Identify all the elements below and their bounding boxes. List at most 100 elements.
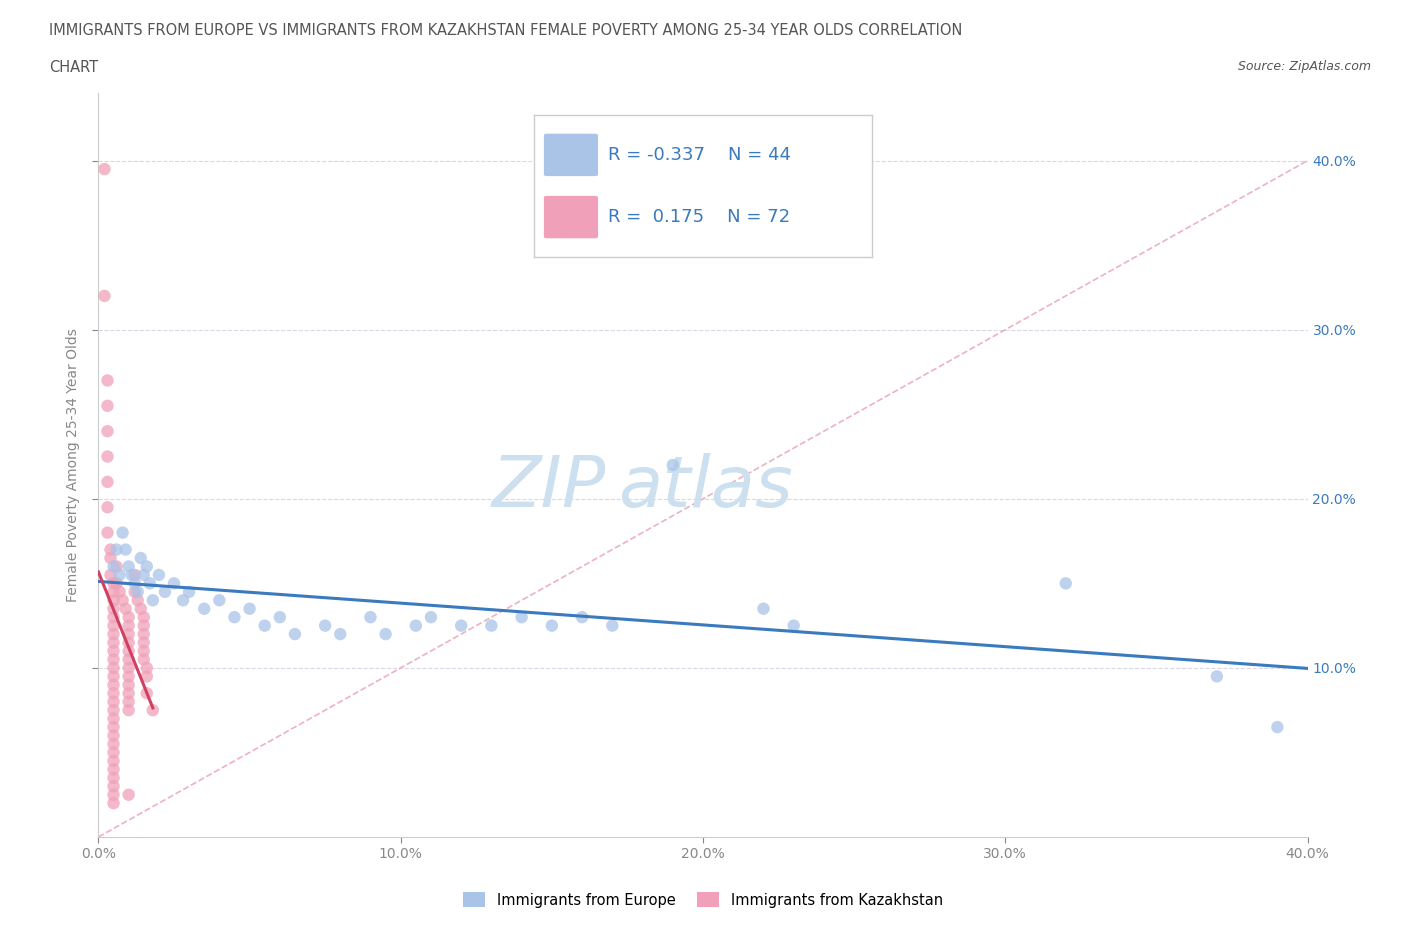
Point — [135, 559, 157, 574]
Point — [405, 618, 427, 633]
Point — [93, 162, 115, 177]
Point — [96, 499, 118, 514]
Point — [103, 711, 125, 726]
Point — [100, 567, 122, 582]
Point — [118, 644, 141, 658]
Point — [114, 602, 136, 617]
Point — [662, 458, 685, 472]
Point — [224, 610, 246, 625]
Point — [163, 576, 186, 591]
Point — [118, 660, 141, 675]
Legend: Immigrants from Europe, Immigrants from Kazakhstan: Immigrants from Europe, Immigrants from … — [457, 886, 949, 913]
Point — [96, 373, 118, 388]
Point — [103, 728, 125, 743]
Point — [142, 703, 165, 718]
Point — [153, 584, 176, 599]
Point — [540, 618, 562, 633]
Point — [118, 669, 141, 684]
Point — [96, 525, 118, 540]
Point — [118, 610, 141, 625]
Point — [103, 796, 125, 811]
Point — [103, 559, 125, 574]
Point — [103, 778, 125, 793]
Point — [139, 576, 162, 591]
Point — [481, 618, 503, 633]
Point — [208, 592, 231, 607]
Point — [105, 542, 128, 557]
Point — [103, 770, 125, 785]
Point — [103, 695, 125, 710]
Point — [450, 618, 472, 633]
Point — [172, 592, 194, 607]
Point — [602, 618, 624, 633]
Point — [420, 610, 443, 625]
Point — [111, 592, 134, 607]
Point — [1206, 669, 1229, 684]
Point — [105, 559, 128, 574]
Point — [132, 610, 155, 625]
Point — [100, 551, 122, 565]
Point — [103, 592, 125, 607]
Point — [103, 762, 125, 777]
Point — [103, 635, 125, 650]
Point — [1267, 720, 1289, 735]
Point — [103, 644, 125, 658]
Point — [752, 602, 775, 617]
Point — [103, 720, 125, 735]
Point — [103, 602, 125, 617]
Point — [118, 677, 141, 692]
Point — [118, 652, 141, 667]
Point — [132, 652, 155, 667]
Text: ZIP: ZIP — [492, 453, 606, 522]
Point — [132, 627, 155, 642]
Point — [103, 584, 125, 599]
Point — [93, 288, 115, 303]
Point — [96, 424, 118, 439]
Point — [111, 525, 134, 540]
Point — [114, 542, 136, 557]
Point — [103, 618, 125, 633]
Point — [108, 584, 131, 599]
Point — [103, 627, 125, 642]
Point — [132, 635, 155, 650]
Point — [103, 737, 125, 751]
Point — [96, 449, 118, 464]
Point — [118, 685, 141, 700]
Point — [103, 652, 125, 667]
Point — [132, 567, 155, 582]
Y-axis label: Female Poverty Among 25-34 Year Olds: Female Poverty Among 25-34 Year Olds — [66, 328, 80, 602]
Point — [253, 618, 276, 633]
Point — [135, 660, 157, 675]
Point — [269, 610, 291, 625]
Point — [96, 474, 118, 489]
Point — [103, 677, 125, 692]
Point — [124, 567, 146, 582]
Point — [118, 618, 141, 633]
Point — [96, 398, 118, 413]
Point — [103, 753, 125, 768]
Point — [103, 660, 125, 675]
Point — [103, 745, 125, 760]
Point — [360, 610, 382, 625]
Point — [103, 685, 125, 700]
Point — [135, 669, 157, 684]
Point — [571, 610, 593, 625]
Point — [103, 703, 125, 718]
Point — [129, 602, 152, 617]
Point — [783, 618, 806, 633]
Point — [118, 627, 141, 642]
Point — [118, 635, 141, 650]
Point — [103, 576, 125, 591]
Point — [127, 584, 149, 599]
Text: Source: ZipAtlas.com: Source: ZipAtlas.com — [1237, 60, 1371, 73]
Point — [239, 602, 262, 617]
Point — [118, 703, 141, 718]
Point — [135, 685, 157, 700]
Point — [118, 788, 141, 803]
Point — [148, 567, 170, 582]
Point — [329, 627, 352, 642]
Point — [103, 788, 125, 803]
Point — [129, 551, 152, 565]
Point — [142, 592, 165, 607]
Point — [314, 618, 336, 633]
